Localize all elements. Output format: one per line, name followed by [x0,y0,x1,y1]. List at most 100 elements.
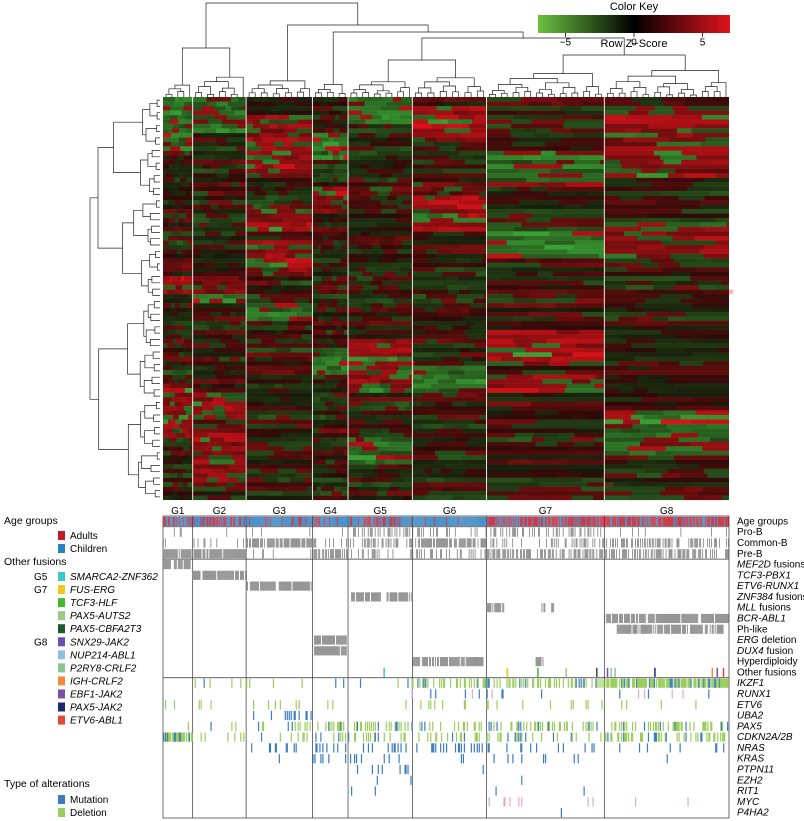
fusion-track-cell [645,624,647,634]
heatmap-cell [163,289,168,295]
heatmap-cell [172,213,179,219]
heatmap-cell [183,477,192,483]
fusion-track-cell [358,592,359,602]
heatmap-cell [295,173,311,178]
subtype-track-cell [472,549,474,559]
heatmap-cell [665,446,703,452]
heatmap-cell [343,249,349,255]
fusion-track-cell [683,613,685,624]
column-dendrogram-branch [315,92,322,97]
heatmap-cell [330,208,337,214]
heatmap-cell [184,338,193,344]
heatmap-cell [374,477,391,483]
heatmap-cell [437,338,453,344]
heatmap-cell [268,168,280,174]
fusion-track-cell [168,559,170,570]
heatmap-cell [308,298,313,304]
age-track-cell [461,516,463,526]
heatmap-cell [576,365,605,371]
heatmap-cell [525,347,560,353]
heatmap-cell [566,356,605,362]
heatmap-cell [312,405,319,411]
heatmap-cell [163,401,170,407]
heatmap-cell [183,289,188,295]
age-track-cell [302,516,304,526]
heatmap-cell [393,240,403,246]
heatmap-cell [326,244,335,250]
heatmap-cell [312,437,321,443]
heatmap-cell [336,437,349,443]
age-track-cell [236,516,238,526]
heatmap-cell [203,482,215,487]
age-track-cell [332,516,334,526]
heatmap-cell [390,383,413,389]
heatmap-cell [256,401,264,407]
heatmap-cell [565,320,605,326]
fusion-track-cell [246,570,247,580]
heatmap-cell [331,298,339,304]
heatmap-cell [273,365,287,371]
heatmap-cell [211,446,222,452]
subtype-track-cell [600,549,602,559]
heatmap-cell [523,428,578,434]
subtype-track-cell [513,527,515,537]
heatmap-cell [192,356,204,362]
fusion-track-cell [638,624,640,634]
column-dendrogram-branch [571,92,579,97]
heatmap-cell [661,267,695,272]
heatmap-cell [681,159,710,165]
heatmap-cell [539,397,557,402]
fusion-track-cell [632,613,633,624]
heatmap-cell [333,177,338,183]
heatmap-cell [514,446,533,452]
heatmap-cell [270,352,279,358]
subtype-track-cell [502,527,504,537]
heatmap-cell [679,262,729,268]
heatmap-cell [440,119,448,125]
subtype-track-cell [677,549,679,559]
age-track-cell [567,516,569,526]
heatmap-cell [192,159,214,165]
heatmap-cell [285,285,296,290]
age-track-cell [574,516,576,526]
age-track-cell [430,516,432,526]
heatmap-cell [412,285,429,290]
heatmap-cell [393,97,402,102]
heatmap-cell [255,253,265,259]
heatmap-cell [348,441,374,447]
fusion-track-cell [719,613,720,624]
heatmap-cell [210,311,222,317]
age-track-cell [561,516,563,526]
heatmap-cell [283,128,297,134]
heatmap-cell [267,446,284,452]
fusion-track-cell [264,581,266,591]
heatmap-cell [339,222,346,228]
heatmap-cell [503,150,523,156]
heatmap-cell [343,329,349,335]
fusion-track-cell [289,581,291,591]
heatmap-cell [188,428,193,434]
subtype-track-cell [294,538,296,548]
age-track-cell [239,516,241,526]
subtype-track-cell [634,549,635,559]
color-key-xlabel: Row Z−Score [601,38,668,50]
heatmap-cell [339,294,349,299]
heatmap-cell [405,276,413,281]
subtype-track-cell [405,527,407,537]
heatmap-cell [163,128,169,134]
subtype-track-cell [227,549,229,559]
heatmap-cell [365,329,392,335]
heatmap-cell [323,240,328,246]
subtype-track-cell [257,538,259,548]
heatmap-cell [693,397,729,402]
age-track-cell [191,516,193,526]
heatmap-cell [185,374,193,380]
age-track-cell [357,516,359,526]
heatmap-cell [486,464,507,469]
heatmap-cell [525,258,540,263]
heatmap-cell [318,428,326,434]
age-track-cell [593,516,595,526]
subtype-track-cell [575,538,577,548]
heatmap-cell [222,325,240,331]
heatmap-cell [289,455,302,460]
